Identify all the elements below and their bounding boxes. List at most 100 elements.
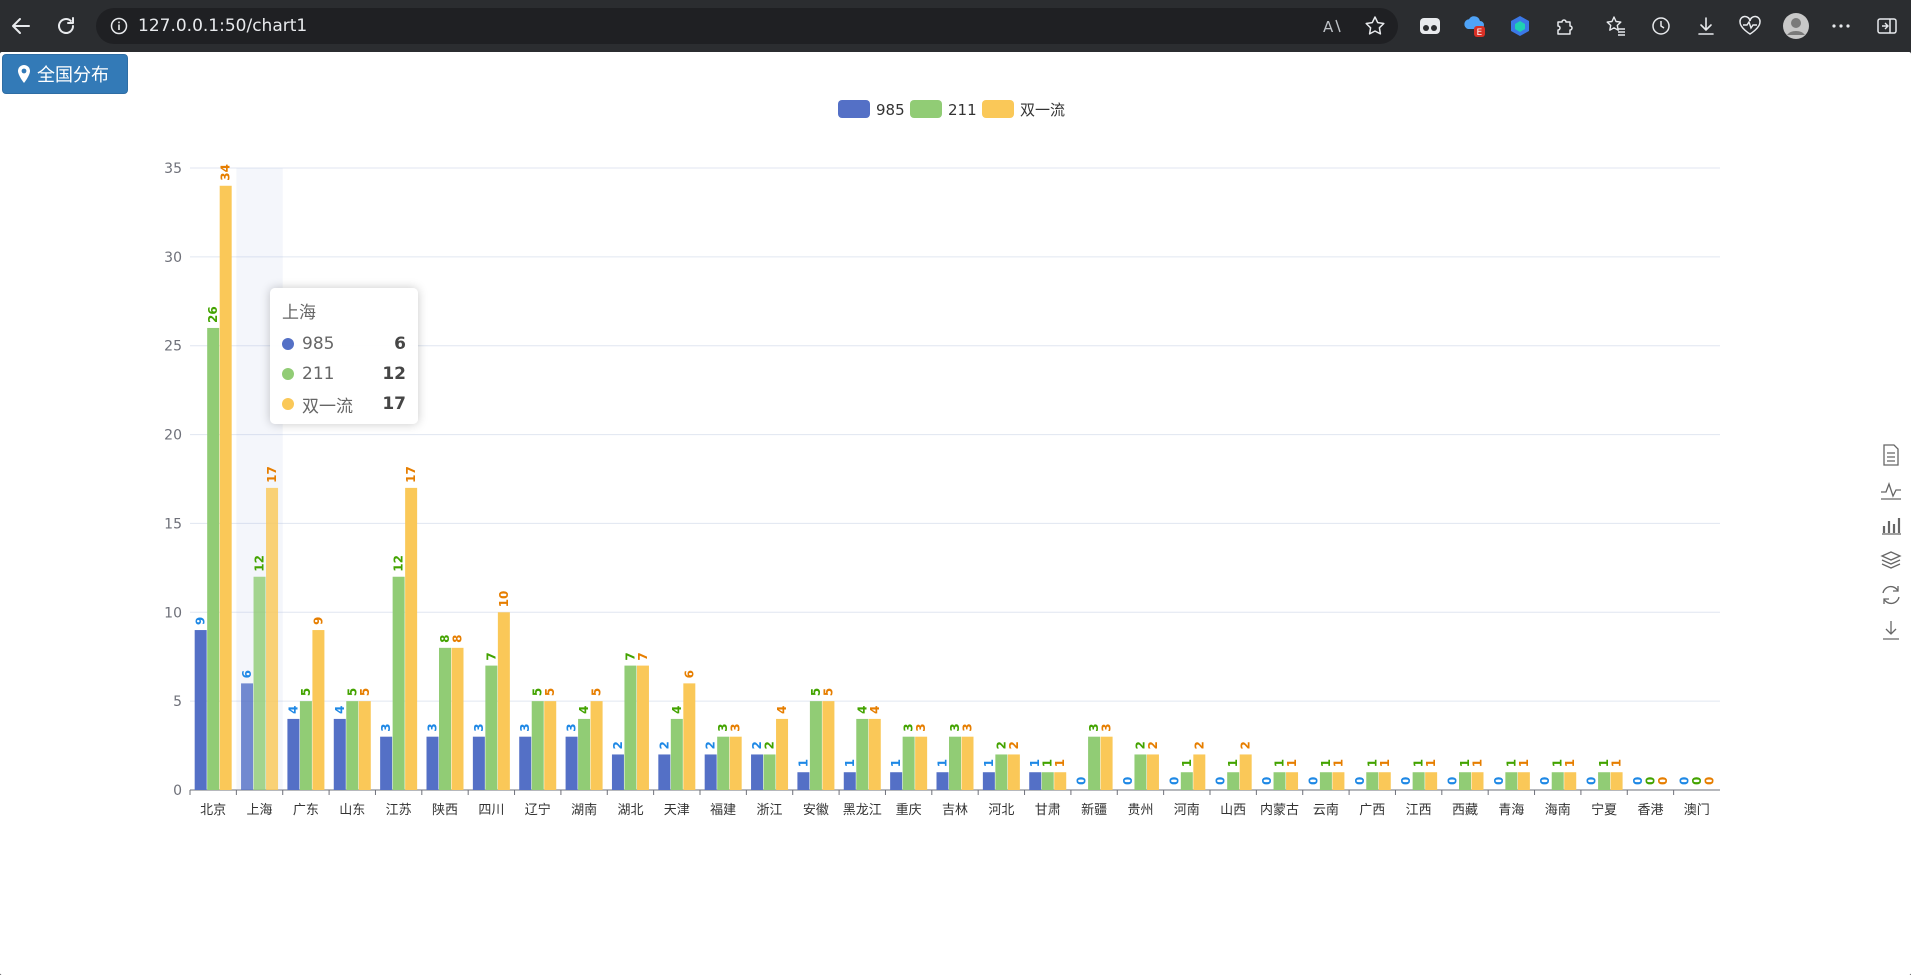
favorite-star-icon[interactable] [1364,15,1386,37]
bar-985-江苏[interactable] [380,736,393,790]
url-text[interactable]: 127.0.0.1:50/chart1 [138,16,308,36]
bar-211-广西[interactable] [1366,772,1379,790]
bar-211-重庆[interactable] [902,736,915,790]
bar-双一流-湖北[interactable] [636,665,649,790]
bar-双一流-云南[interactable] [1332,772,1345,790]
bar-211-吉林[interactable] [949,736,961,790]
bar-211-贵州[interactable] [1134,754,1147,790]
bar-双一流-海南[interactable] [1564,772,1577,790]
bar-双一流-青海[interactable] [1517,772,1530,790]
bar-双一流-安徽[interactable] [822,701,835,790]
bar-双一流-河南[interactable] [1193,754,1206,790]
bar-211-湖南[interactable] [578,718,591,790]
bar-双一流-天津[interactable] [683,683,696,790]
bar-211-河南[interactable] [1180,772,1193,790]
bar-双一流-新疆[interactable] [1100,736,1113,790]
bar-双一流-北京[interactable] [219,185,232,790]
bar-双一流-江西[interactable] [1425,772,1438,790]
bar-双一流-四川[interactable] [497,612,510,790]
bar-211-云南[interactable] [1319,772,1332,790]
bar-985-重庆[interactable] [890,772,903,790]
bar-985-浙江[interactable] [751,754,764,790]
bar-211-陕西[interactable] [439,647,451,790]
bar-双一流-贵州[interactable] [1146,754,1159,790]
bar-双一流-甘肃[interactable] [1054,772,1067,790]
bar-985-福建[interactable] [704,754,717,790]
bar-985-甘肃[interactable] [1029,772,1042,790]
legend-label-双一流[interactable]: 双一流 [1020,101,1065,119]
bar-211-宁夏[interactable] [1598,772,1611,790]
bar-211-内蒙古[interactable] [1273,772,1286,790]
bar-双一流-吉林[interactable] [961,736,974,790]
bar-985-安徽[interactable] [797,772,810,790]
bar-211-江西[interactable] [1412,772,1425,790]
bar-双一流-湖南[interactable] [590,701,603,790]
bar-双一流-山西[interactable] [1239,754,1252,790]
bar-211-辽宁[interactable] [531,701,544,790]
line-chart-button[interactable] [1876,472,1906,507]
bar-211-北京[interactable] [207,327,220,790]
bar-211-河北[interactable] [995,754,1008,790]
bar-双一流-宁夏[interactable] [1610,772,1623,790]
downloads-button[interactable] [1689,9,1723,43]
bar-985-陕西[interactable] [426,736,439,790]
address-bar[interactable]: 127.0.0.1:50/chart1 A [96,8,1398,44]
legend-label-985[interactable]: 985 [876,101,905,119]
bar-211-天津[interactable] [670,718,683,790]
bar-双一流-河北[interactable] [1007,754,1020,790]
bar-985-天津[interactable] [658,754,671,790]
bar-985-湖南[interactable] [565,736,578,790]
sidebar-toggle-button[interactable] [1870,9,1904,43]
bar-985-上海[interactable] [241,683,254,790]
bar-211-四川[interactable] [485,665,498,790]
bar-双一流-辽宁[interactable] [544,701,557,790]
extension-hex-button[interactable] [1503,9,1537,43]
bar-985-北京[interactable] [194,630,207,790]
bar-985-湖北[interactable] [611,754,624,790]
bar-双一流-福建[interactable] [729,736,742,790]
bar-双一流-山东[interactable] [358,701,371,790]
back-button[interactable] [4,9,38,43]
bar-211-黑龙江[interactable] [856,718,869,790]
bar-985-山东[interactable] [333,718,346,790]
bar-双一流-上海[interactable] [266,487,279,790]
bar-双一流-重庆[interactable] [915,736,928,790]
bar-211-上海[interactable] [253,576,266,790]
bar-211-青海[interactable] [1505,772,1518,790]
bar-211-安徽[interactable] [809,701,822,790]
bar-双一流-黑龙江[interactable] [868,718,881,790]
bar-985-广东[interactable] [287,718,300,790]
bar-211-福建[interactable] [717,736,730,790]
menu-button[interactable] [1824,9,1858,43]
site-info-icon[interactable] [110,17,128,35]
bar-双一流-内蒙古[interactable] [1286,772,1299,790]
bar-211-浙江[interactable] [763,754,776,790]
region-distribution-button[interactable]: 全国分布 [2,54,128,94]
read-aloud-icon[interactable]: A [1322,16,1344,36]
bar-双一流-西藏[interactable] [1471,772,1484,790]
bar-211-西藏[interactable] [1459,772,1471,790]
bar-985-辽宁[interactable] [519,736,532,790]
legend-swatch-双一流[interactable] [982,100,1014,118]
reload-button[interactable] [49,9,83,43]
bar-211-江苏[interactable] [392,576,405,790]
bar-985-吉林[interactable] [936,772,949,790]
restore-button[interactable] [1876,577,1906,612]
data-view-button[interactable] [1876,437,1906,472]
legend-swatch-985[interactable] [838,100,870,118]
chart-legend[interactable]: 985 211 双一流 [838,100,1065,119]
legend-label-211[interactable]: 211 [948,101,977,119]
history-button[interactable] [1644,9,1678,43]
save-image-button[interactable] [1876,612,1906,647]
profile-button[interactable] [1779,9,1813,43]
bar-双一流-广西[interactable] [1378,772,1391,790]
stack-button[interactable] [1876,542,1906,577]
bar-chart-button[interactable] [1876,507,1906,542]
extension-cloud-button[interactable]: E [1458,9,1492,43]
bar-双一流-广东[interactable] [312,630,325,790]
extension-glasses-button[interactable] [1413,9,1447,43]
bar-211-山东[interactable] [346,701,359,790]
performance-button[interactable] [1733,9,1767,43]
bar-211-广东[interactable] [299,701,312,790]
bar-211-山西[interactable] [1227,772,1240,790]
